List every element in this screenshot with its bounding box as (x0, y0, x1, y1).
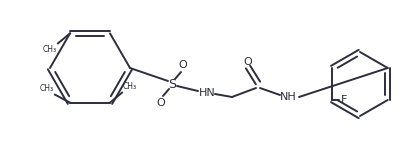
Text: F: F (341, 95, 348, 105)
Text: S: S (168, 77, 176, 90)
Text: HN: HN (199, 88, 215, 98)
Text: CH₃: CH₃ (123, 82, 137, 91)
Text: CH₃: CH₃ (40, 84, 54, 93)
Text: NH: NH (280, 92, 297, 102)
Text: CH₃: CH₃ (43, 45, 57, 54)
Text: O: O (157, 98, 165, 108)
Text: O: O (178, 60, 187, 70)
Text: O: O (244, 57, 252, 67)
